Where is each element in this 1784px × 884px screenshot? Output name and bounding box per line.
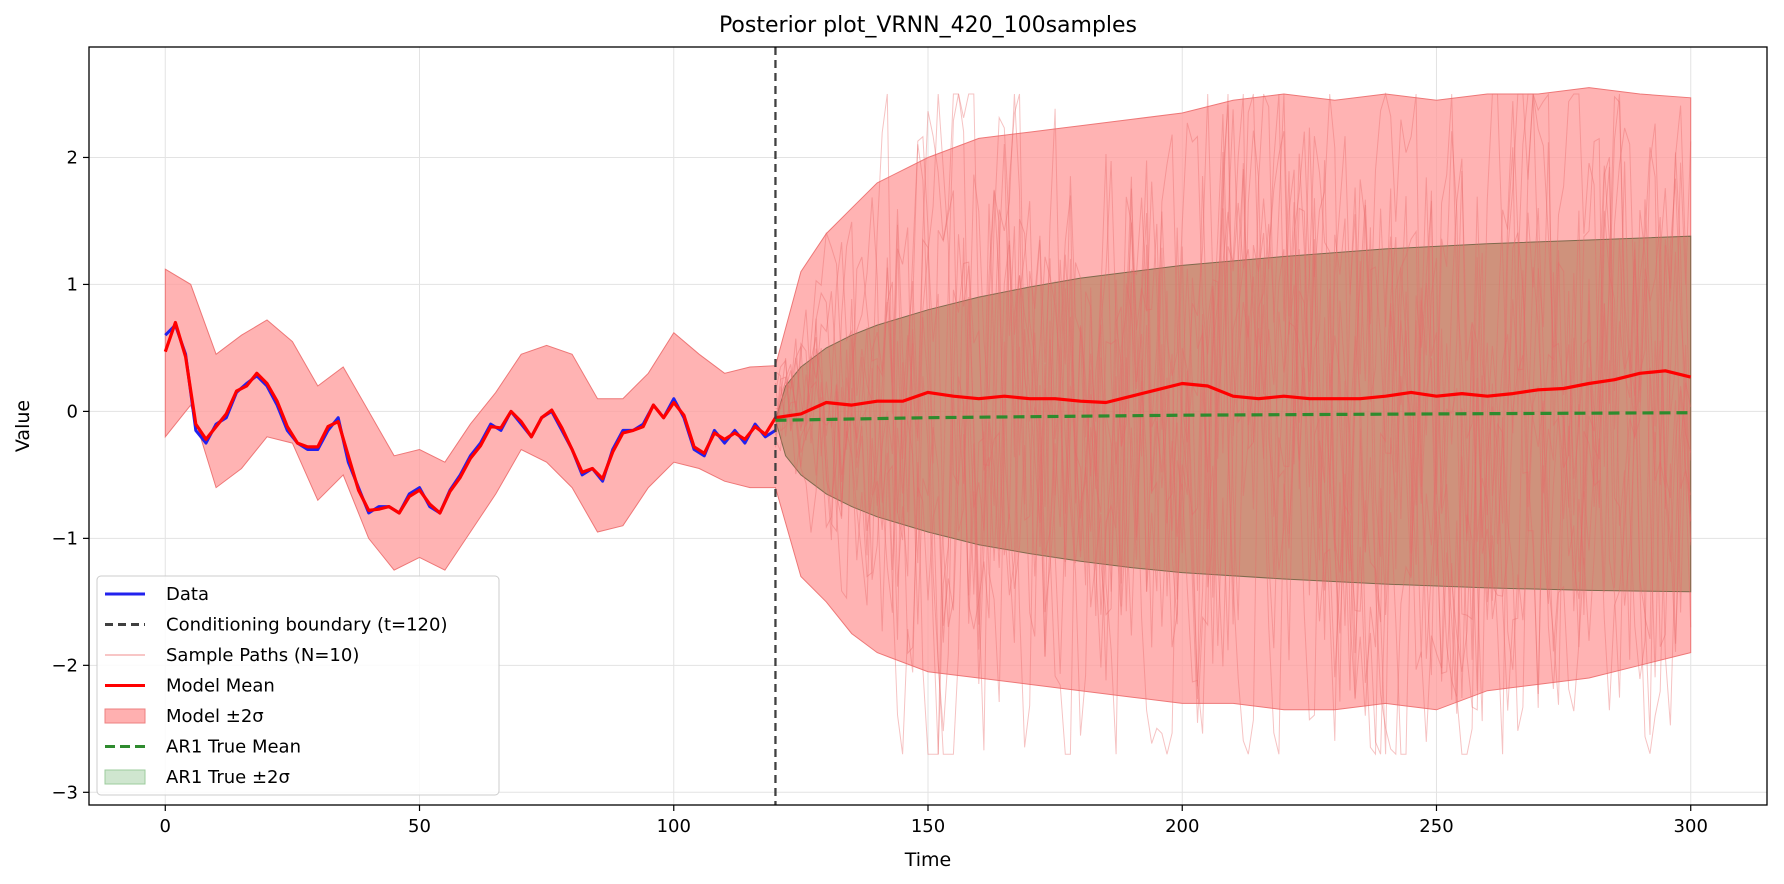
sample-path [775, 93, 1692, 754]
ar1-band [774, 235, 1692, 593]
sample-path [775, 93, 1692, 756]
y-tick-label: 1 [67, 274, 78, 295]
legend-swatch [104, 708, 146, 724]
sample-path [775, 93, 1692, 731]
legend-label: AR1 True ±2σ [166, 767, 290, 788]
lines [163, 47, 1692, 805]
legend-label: Model Mean [166, 676, 275, 697]
bands [164, 87, 1692, 711]
sample-path [775, 93, 1692, 756]
model-mean-line [163, 320, 1692, 515]
legend-label: AR1 True Mean [166, 737, 301, 758]
legend-label: Model ±2σ [166, 706, 264, 727]
legend: Data Conditioning boundary (t=120) Sample … [96, 575, 500, 796]
y-axis-label: Value [12, 400, 34, 452]
y-tick-label: −1 [51, 528, 78, 549]
y-tick-label: −2 [51, 655, 78, 676]
y-tick-label: 2 [67, 147, 78, 168]
x-tick-label: 0 [160, 816, 171, 837]
sample-path [775, 93, 1692, 755]
legend-swatch [104, 769, 146, 785]
x-axis-label: Time [904, 849, 952, 871]
legend-box [96, 575, 500, 796]
chart-title: Posterior plot_VRNN_420_100samples [719, 13, 1137, 38]
sample-paths [775, 92, 1692, 756]
sample-path [775, 93, 1692, 755]
x-tick-label: 200 [1165, 816, 1199, 837]
legend-label: Sample Paths (N=10) [166, 645, 359, 666]
ticks: 0 50 100 150 200 250 300 −3 −2 −1 0 1 2 [51, 147, 1707, 837]
y-tick-label: −3 [51, 782, 78, 803]
sample-path [775, 93, 1692, 755]
sample-path [775, 92, 1692, 755]
legend-label: Conditioning boundary (t=120) [166, 615, 447, 636]
x-tick-label: 150 [911, 816, 945, 837]
x-tick-label: 250 [1419, 816, 1453, 837]
x-tick-label: 50 [408, 816, 431, 837]
x-tick-label: 100 [657, 816, 691, 837]
legend-label: Data [166, 584, 209, 605]
sample-path [775, 93, 1692, 755]
y-tick-label: 0 [67, 401, 78, 422]
x-tick-label: 300 [1674, 816, 1708, 837]
sample-path [775, 93, 1692, 755]
